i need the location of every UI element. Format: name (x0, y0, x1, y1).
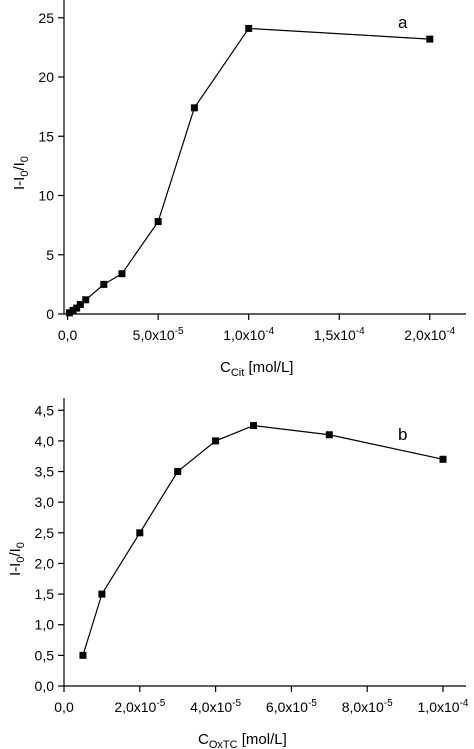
data-point-a (69, 306, 77, 314)
y-axis-ticks-b: 0,0 0,5 1,0 1,5 2,0 2,5 3,0 3,5 4,0 4,5 (35, 402, 64, 694)
y-tick-label-a: 15 (38, 128, 54, 144)
x-tick-label-a: 2,0x10-4 (404, 326, 455, 343)
y-tick-label-b: 1,0 (35, 617, 55, 633)
y-tick-label-b: 2,5 (35, 525, 55, 541)
x-axis-title-a: CCit [mol/L] (220, 359, 293, 379)
y-tick-label-b: 0,5 (35, 647, 55, 663)
panel-label-b: b (398, 425, 407, 444)
chart-panel-a: a 0 5 10 15 20 25 0,0 5,0x10-5 1,0x10-4 1,5x10-4… (11, 0, 466, 379)
data-point-a (76, 301, 84, 309)
y-tick-label-a: 25 (38, 10, 54, 26)
data-point-a (82, 296, 90, 304)
y-tick-label-b: 4,0 (35, 433, 55, 449)
series-line-b (82, 424, 444, 656)
data-point-a (190, 104, 198, 112)
data-point-a (245, 24, 253, 32)
data-point-a (73, 304, 81, 312)
x-tick-label-a: 5,0x10-5 (133, 326, 184, 343)
data-point-b (136, 529, 144, 537)
data-point-b (439, 455, 447, 463)
y-tick-label-a: 10 (38, 188, 54, 204)
chart-panel-b: b 0,0 0,5 1,0 1,5 2,0 2,5 3,0 3,5 4,0 4,5 0,0 2,0x… (7, 398, 469, 749)
series-markers-b (79, 422, 447, 659)
series-polyline-a (69, 27, 430, 314)
y-tick-label-b: 1,5 (35, 586, 55, 602)
x-tick-label-a: 1,0x10-4 (223, 326, 274, 343)
x-tick-label-b: 8,0x10-5 (342, 698, 393, 715)
data-point-a (154, 218, 162, 226)
series-line-a (69, 27, 430, 314)
series-markers-a (65, 24, 434, 317)
x-tick-label-b: 1,0x10-4 (418, 698, 469, 715)
y-tick-label-b: 4,5 (35, 402, 55, 418)
x-tick-label-b: 2,0x10-5 (114, 698, 165, 715)
x-axis-title-b: COxTC [mol/L] (198, 731, 287, 749)
y-tick-label-a: 5 (46, 247, 54, 263)
x-tick-label-a: 0,0 (58, 327, 78, 343)
y-axis-ticks-a: 0 5 10 15 20 25 (38, 10, 64, 322)
y-tick-label-b: 3,5 (35, 464, 55, 480)
x-tick-label-b: 4,0x10-5 (190, 698, 241, 715)
y-tick-label-a: 20 (38, 69, 54, 85)
y-axis-title-a: I-I0/I0 (11, 156, 31, 190)
data-point-b (250, 422, 257, 430)
data-point-b (212, 437, 220, 445)
y-tick-label-a: 0 (46, 306, 54, 322)
data-point-b (79, 651, 87, 659)
y-tick-label-b: 3,0 (35, 494, 55, 510)
data-point-a (118, 270, 126, 278)
y-tick-label-b: 2,0 (35, 555, 55, 571)
x-tick-label-a: 1,5x10-4 (314, 326, 365, 343)
panel-label-a: a (398, 13, 408, 32)
y-tick-label-b: 0,0 (35, 678, 55, 694)
data-point-a (65, 309, 73, 317)
data-point-b (98, 590, 106, 598)
data-point-a (100, 280, 108, 288)
y-axis-title-b: I-I0/I0 (7, 542, 27, 576)
data-point-b (325, 431, 333, 439)
x-axis-ticks-b: 0,0 2,0x10-5 4,0x10-5 6,0x10-5 8,0x10-5 1,0x1… (54, 686, 469, 715)
data-point-a (426, 35, 434, 43)
series-polyline-b (82, 424, 444, 656)
x-axis-ticks-a: 0,0 5,0x10-5 1,0x10-4 1,5x10-4 2,0x10-4 (58, 314, 456, 343)
x-tick-label-b: 6,0x10-5 (266, 698, 317, 715)
data-point-b (174, 468, 182, 476)
x-tick-label-b: 0,0 (54, 699, 74, 715)
